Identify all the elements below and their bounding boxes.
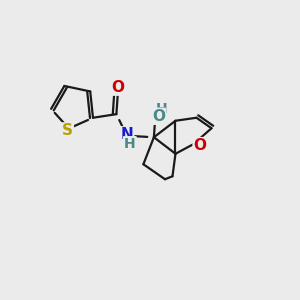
Text: H: H — [124, 137, 136, 151]
Text: O: O — [152, 109, 165, 124]
Text: O: O — [194, 138, 207, 153]
Text: S: S — [62, 123, 73, 138]
Text: N: N — [121, 127, 133, 142]
Text: O: O — [111, 80, 124, 95]
Text: H: H — [156, 102, 168, 116]
